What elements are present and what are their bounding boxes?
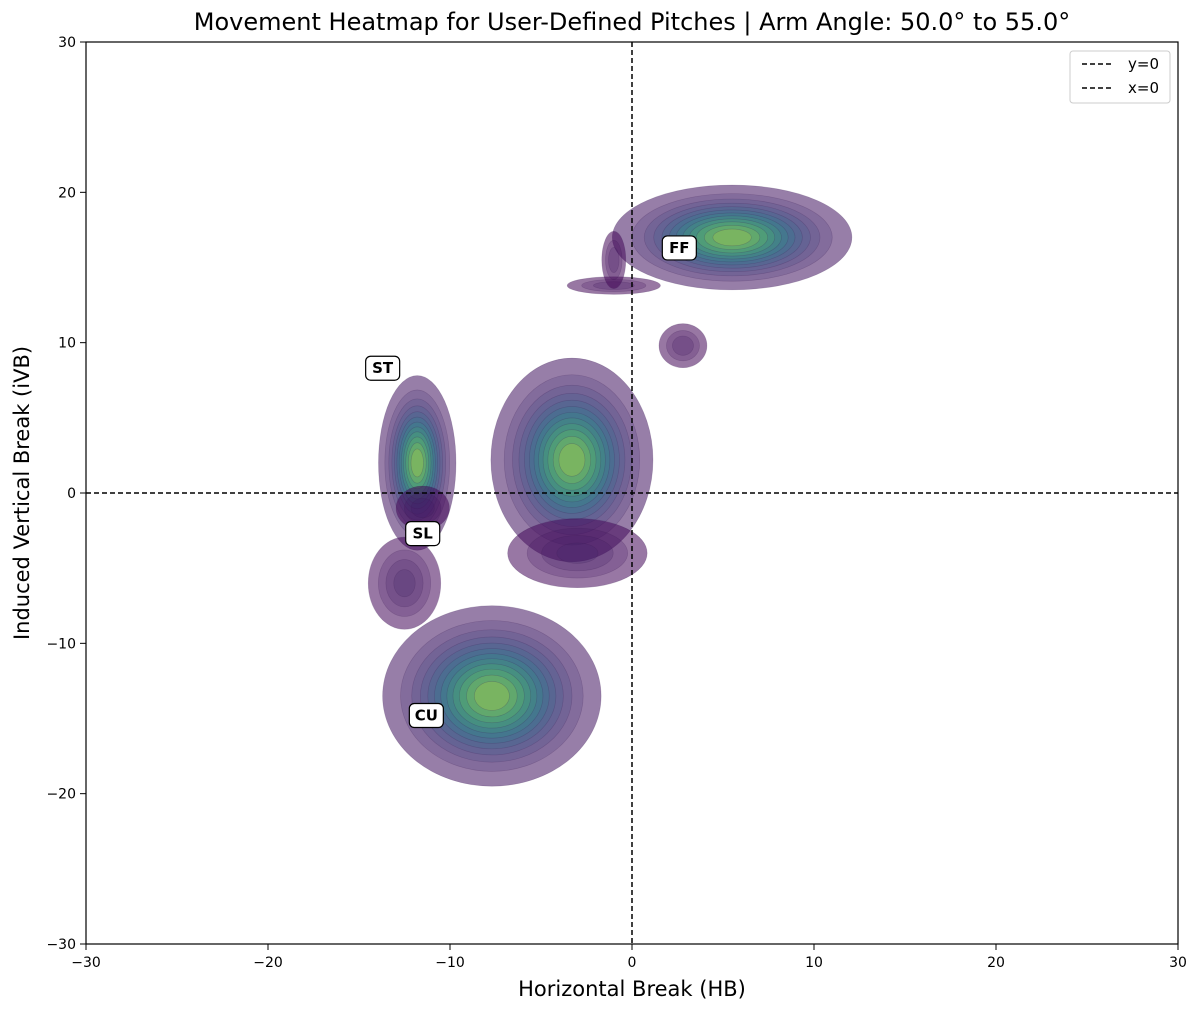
contour-sl-0-5 [529, 406, 615, 514]
contour-cu-0-4 [427, 642, 557, 750]
contour-sl-0-7 [538, 417, 606, 503]
x-axis-title: Horizontal Break (HB) [518, 977, 746, 1001]
x-tick-label: −10 [435, 955, 465, 971]
contour-cu-0-8 [452, 663, 532, 729]
x-tick-label: 20 [987, 955, 1005, 971]
contour-cu-0-6 [440, 653, 544, 739]
contour-ff-3-1 [666, 330, 700, 362]
contour-ff-3-0 [658, 323, 708, 368]
contour-sl-0-8 [542, 423, 602, 497]
x-tick-label: −30 [71, 955, 101, 971]
x-tick-label: −20 [253, 955, 283, 971]
pitch-label-sl: SL [405, 520, 441, 547]
contour-ff-2-0 [601, 231, 627, 289]
y-axis-ticks: −30 −20 −10 0 10 20 30 [46, 35, 86, 953]
density-cu [367, 536, 602, 787]
contour-cu-1-2 [385, 559, 424, 608]
contour-sl-1-2 [541, 535, 614, 572]
contour-ff-0-4 [661, 206, 803, 269]
pitch-label-box [408, 702, 444, 729]
contour-st-1-2 [410, 498, 435, 518]
density-ff [566, 184, 853, 368]
contour-ff-2-2 [608, 247, 620, 273]
pitch-label-ff: FF [661, 235, 697, 261]
contour-cu-0-7 [446, 658, 538, 734]
contour-sl-1-0 [507, 518, 648, 589]
contour-sl-0-9 [547, 429, 597, 491]
pitch-label-text: ST [372, 359, 394, 377]
y-tick-label: 20 [58, 185, 76, 201]
legend-label-x0: x=0 [1128, 79, 1159, 97]
pitch-label-text: FF [669, 239, 690, 257]
contour-st-0-10 [407, 442, 427, 484]
contour-ff-0-9 [696, 221, 769, 254]
legend-label-y0: y=0 [1128, 55, 1159, 73]
density-sl [490, 357, 654, 589]
contour-cu-0-10 [466, 674, 518, 718]
legend: y=0 x=0 [1069, 50, 1171, 104]
x-tick-label: 0 [628, 955, 637, 971]
contour-cu-0-3 [420, 636, 564, 756]
pitch-labels: FF SL ST CU [365, 235, 697, 729]
pitch-label-cu: CU [408, 702, 444, 729]
contour-cu-0-9 [459, 668, 525, 724]
contour-ff-0-10 [704, 225, 761, 250]
contour-ff-0-11 [712, 228, 752, 247]
x-tick-label: 30 [1169, 955, 1187, 971]
contour-cu-0-2 [411, 629, 573, 763]
contour-sl-0-6 [533, 411, 611, 508]
pitch-label-text: SL [413, 525, 434, 543]
y-tick-label: −30 [46, 937, 76, 953]
contour-cu-1-3 [393, 569, 416, 598]
y-axis-title: Induced Vertical Break (iVB) [10, 346, 34, 640]
contour-cu-0-11 [474, 681, 510, 711]
pitch-label-box [365, 355, 401, 381]
pitch-label-box [405, 520, 441, 547]
pitch-label-st: ST [365, 355, 401, 381]
contour-cu-0-5 [434, 648, 550, 744]
y-tick-label: −20 [46, 787, 76, 803]
contour-sl-1-1 [526, 527, 628, 579]
contour-cu-1-0 [367, 536, 442, 630]
chart-title: Movement Heatmap for User-Defined Pitche… [194, 8, 1070, 36]
y-tick-label: 10 [58, 336, 76, 352]
contour-sl-0-10 [552, 436, 592, 484]
contour-ff-3-2 [672, 335, 694, 356]
contour-ff-2-1 [605, 239, 623, 280]
contour-sl-0-11 [558, 443, 586, 477]
y-tick-label: 0 [67, 486, 76, 502]
x-tick-label: 10 [805, 955, 823, 971]
x-axis-ticks: −30 −20 −10 0 10 20 30 [71, 944, 1187, 971]
pitch-label-box [661, 235, 697, 261]
y-tick-label: 30 [58, 35, 76, 51]
contour-cu-0-0 [382, 605, 602, 787]
contour-sl-1-3 [556, 542, 599, 564]
contour-cu-0-1 [400, 620, 584, 772]
y-tick-label: −10 [46, 636, 76, 652]
pitch-label-text: CU [415, 706, 438, 724]
density-layer [367, 184, 853, 787]
contour-cu-1-1 [378, 549, 431, 617]
contour-st-0-11 [410, 448, 424, 478]
reference-lines [86, 42, 1178, 944]
